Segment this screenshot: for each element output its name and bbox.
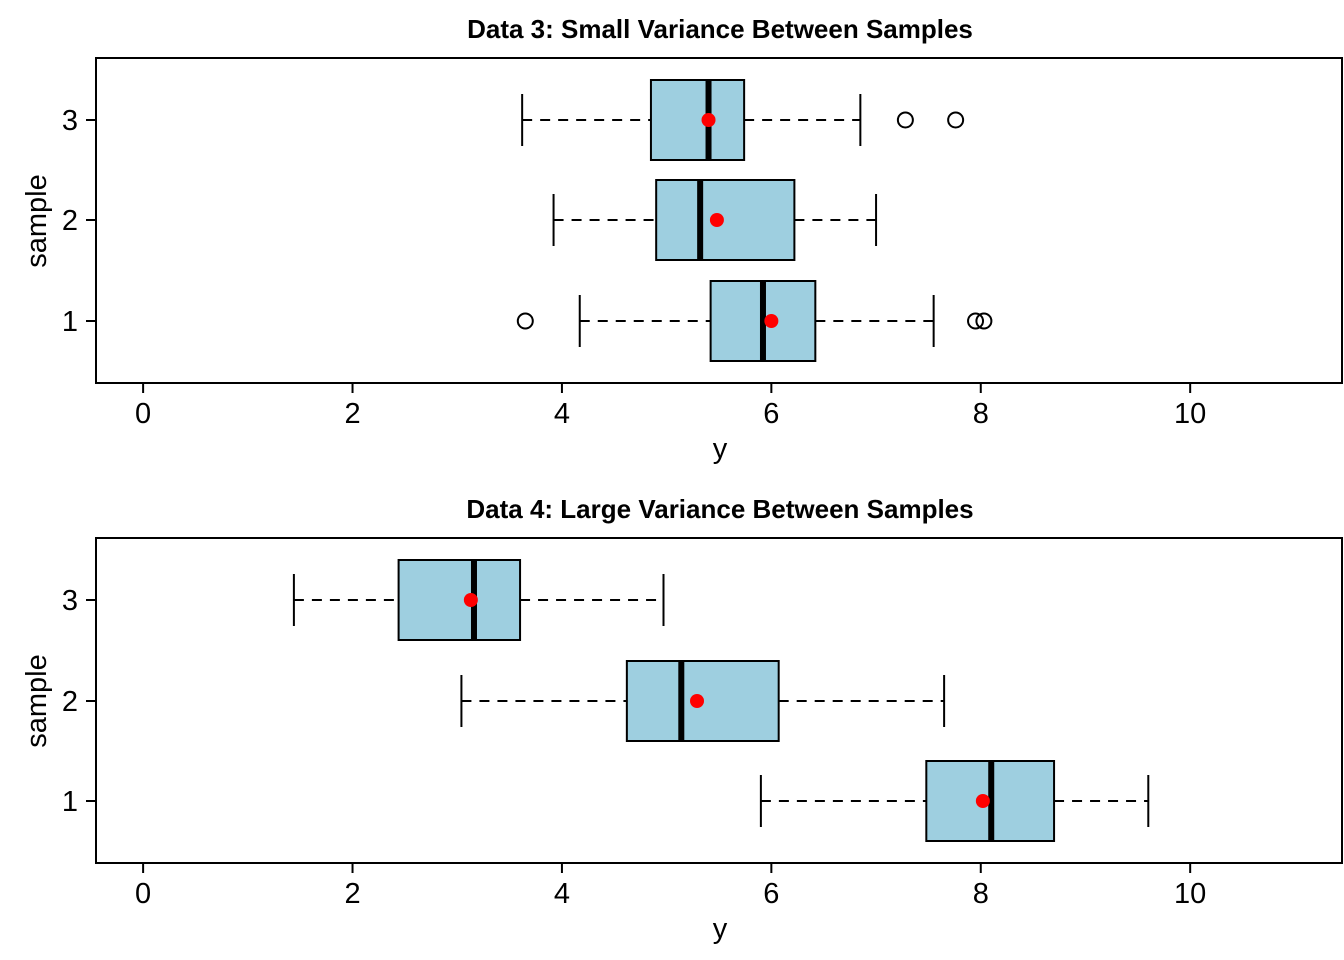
y-tick-label: 1 xyxy=(62,306,78,338)
interquartile-box xyxy=(649,79,746,161)
y-axis-label: sample xyxy=(21,654,53,748)
interquartile-box xyxy=(655,179,796,261)
mean-marker xyxy=(975,794,990,808)
mean-marker xyxy=(690,694,705,708)
x-tick-label: 6 xyxy=(763,398,779,430)
y-tick-label: 1 xyxy=(62,786,78,818)
outlier-point xyxy=(947,111,965,129)
x-tick-label: 10 xyxy=(1174,878,1206,910)
boxplot-sample-3 xyxy=(292,559,665,641)
boxplot-sample-2 xyxy=(460,660,946,742)
x-axis-label: y xyxy=(713,913,728,945)
outlier-point xyxy=(975,312,993,330)
mean-marker xyxy=(463,593,478,607)
x-axis-label: y xyxy=(713,433,728,465)
x-tick-label: 0 xyxy=(135,878,151,910)
interquartile-box xyxy=(397,559,522,641)
x-tick-label: 2 xyxy=(344,878,360,910)
x-tick-label: 6 xyxy=(763,878,779,910)
y-axis-label: sample xyxy=(21,174,53,268)
x-tick-label: 8 xyxy=(973,878,989,910)
x-tick-label: 0 xyxy=(135,398,151,430)
x-tick-label: 2 xyxy=(344,398,360,430)
chart-panel-data-4: Data 4: Large Variance Between Samples y… xyxy=(21,494,1343,945)
outlier-point xyxy=(896,111,914,129)
y-tick-label: 2 xyxy=(62,686,78,718)
chart-title: Data 4: Large Variance Between Samples xyxy=(466,494,973,524)
chart-panel-data-3: Data 3: Small Variance Between Samples y… xyxy=(21,14,1343,465)
boxplot-sample-1 xyxy=(759,760,1150,842)
x-tick-label: 4 xyxy=(554,398,570,430)
boxplot-sample-2 xyxy=(552,179,878,261)
y-tick-label: 2 xyxy=(62,205,78,237)
outlier-point xyxy=(516,312,534,330)
boxplot-sample-1 xyxy=(516,280,993,362)
y-tick-label: 3 xyxy=(62,105,78,137)
x-tick-label: 10 xyxy=(1174,398,1206,430)
outlier-point xyxy=(967,312,985,330)
mean-marker xyxy=(701,113,716,127)
mean-marker xyxy=(709,213,724,227)
x-tick-label: 8 xyxy=(973,398,989,430)
chart-title: Data 3: Small Variance Between Samples xyxy=(467,14,973,44)
y-tick-label: 3 xyxy=(62,585,78,617)
mean-marker xyxy=(764,314,779,328)
x-tick-label: 4 xyxy=(554,878,570,910)
boxplot-sample-3 xyxy=(521,79,965,161)
